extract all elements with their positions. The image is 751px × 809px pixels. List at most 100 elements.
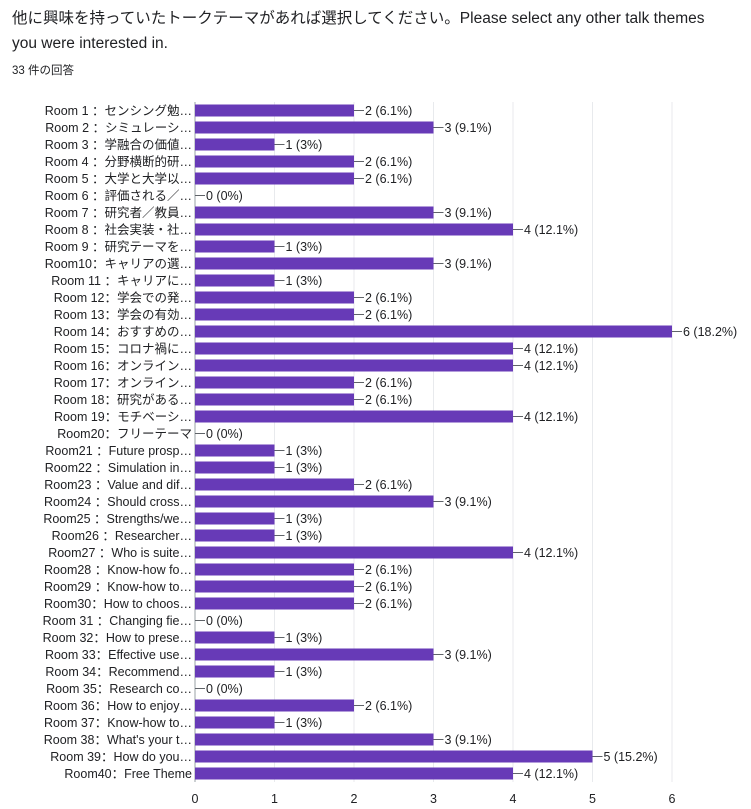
category-label: Room 19：モチベーシ… bbox=[54, 410, 192, 424]
data-label: 0 (0%) bbox=[206, 614, 243, 628]
data-label: 2 (6.1%) bbox=[365, 478, 412, 492]
data-label: 3 (9.1%) bbox=[445, 206, 492, 220]
bar bbox=[195, 291, 354, 304]
data-label: 3 (9.1%) bbox=[445, 121, 492, 135]
category-label: Room27 ：Who is suite… bbox=[48, 546, 192, 560]
x-tick-label: 6 bbox=[669, 792, 676, 806]
response-count: 33 件の回答 bbox=[12, 65, 74, 77]
bar bbox=[195, 410, 513, 423]
bar bbox=[195, 206, 434, 219]
category-label: Room 7 ：研究者／教員… bbox=[45, 205, 192, 220]
bar bbox=[195, 563, 354, 576]
category-label: Room 35：Research co… bbox=[46, 682, 192, 696]
category-label: Room 5 ：大学と大学以… bbox=[45, 171, 192, 186]
category-label: Room 17：オンライン… bbox=[54, 376, 192, 390]
bar bbox=[195, 478, 354, 491]
data-label: 0 (0%) bbox=[206, 427, 243, 441]
category-label: Room 9 ：研究テーマを… bbox=[45, 239, 192, 254]
data-label: 2 (6.1%) bbox=[365, 699, 412, 713]
bar bbox=[195, 733, 434, 746]
category-label: Room 32：How to prese… bbox=[43, 631, 192, 645]
data-label: 4 (12.1%) bbox=[524, 359, 578, 373]
bar bbox=[195, 648, 434, 661]
data-label: 4 (12.1%) bbox=[524, 410, 578, 424]
bar bbox=[195, 138, 275, 151]
bar bbox=[195, 546, 513, 559]
category-label: Room 8 ：社会実装・社… bbox=[45, 222, 192, 237]
bar bbox=[195, 767, 513, 780]
category-label: Room 6 ：評価される／… bbox=[45, 188, 192, 203]
category-label: Room 39：How do you… bbox=[50, 750, 192, 764]
category-label: Room 4 ：分野横断的研… bbox=[45, 154, 192, 169]
category-label: Room 2 ：シミュレーシ… bbox=[45, 121, 192, 135]
data-label: 4 (12.1%) bbox=[524, 546, 578, 560]
data-label: 2 (6.1%) bbox=[365, 308, 412, 322]
data-label: 4 (12.1%) bbox=[524, 223, 578, 237]
bar bbox=[195, 580, 354, 593]
bar bbox=[195, 444, 275, 457]
bar bbox=[195, 699, 354, 712]
bar bbox=[195, 376, 354, 389]
data-label: 1 (3%) bbox=[286, 716, 323, 730]
bar bbox=[195, 529, 275, 542]
bar bbox=[195, 461, 275, 474]
category-label: Room 11 ：キャリアに… bbox=[51, 274, 192, 288]
data-label: 1 (3%) bbox=[286, 529, 323, 543]
data-label: 1 (3%) bbox=[286, 274, 323, 288]
question-title: 他に興味を持っていたトークテーマがあれば選択してください。Please sele… bbox=[12, 10, 705, 52]
data-label: 3 (9.1%) bbox=[445, 257, 492, 271]
data-label: 4 (12.1%) bbox=[524, 767, 578, 781]
category-label: Room24 ：Should cross… bbox=[44, 495, 192, 509]
bar bbox=[195, 172, 354, 185]
bar bbox=[195, 359, 513, 372]
bar bbox=[195, 716, 275, 729]
x-tick-label: 5 bbox=[589, 792, 596, 806]
bar bbox=[195, 325, 672, 338]
x-tick-label: 0 bbox=[192, 792, 199, 806]
category-label: Room 3 ：学融合の価値… bbox=[45, 137, 192, 152]
bar bbox=[195, 512, 275, 525]
bar bbox=[195, 393, 354, 406]
category-label: Room 37：Know-how to… bbox=[44, 716, 192, 730]
data-label: 2 (6.1%) bbox=[365, 563, 412, 577]
category-label: Room20：フリーテーマ bbox=[57, 427, 192, 441]
bar bbox=[195, 665, 275, 678]
x-tick-label: 4 bbox=[510, 792, 517, 806]
bar bbox=[195, 155, 354, 168]
category-label: Room21 ：Future prosp… bbox=[45, 444, 192, 458]
data-label: 1 (3%) bbox=[286, 631, 323, 645]
bar bbox=[195, 223, 513, 236]
data-label: 3 (9.1%) bbox=[445, 495, 492, 509]
bar bbox=[195, 257, 434, 270]
category-label: Room 12：学会での発… bbox=[54, 290, 192, 305]
category-label: Room30：How to choos… bbox=[44, 597, 192, 611]
bar bbox=[195, 274, 275, 287]
data-label: 3 (9.1%) bbox=[445, 648, 492, 662]
data-label: 2 (6.1%) bbox=[365, 580, 412, 594]
data-label: 1 (3%) bbox=[286, 512, 323, 526]
category-label: Room28 ：Know-how fo… bbox=[44, 563, 192, 577]
data-label: 1 (3%) bbox=[286, 665, 323, 679]
bar bbox=[195, 597, 354, 610]
x-tick-label: 3 bbox=[430, 792, 437, 806]
bar bbox=[195, 308, 354, 321]
category-label: Room29 ：Know-how to… bbox=[44, 580, 192, 594]
data-label: 2 (6.1%) bbox=[365, 291, 412, 305]
category-label: Room 31 ：Changing fie… bbox=[43, 614, 192, 628]
category-label: Room 18：研究がある… bbox=[54, 392, 192, 407]
data-label: 5 (15.2%) bbox=[604, 750, 658, 764]
category-label: Room23 ：Value and dif… bbox=[44, 478, 192, 492]
data-label: 2 (6.1%) bbox=[365, 172, 412, 186]
data-label: 1 (3%) bbox=[286, 461, 323, 475]
category-label: Room 38：What's your t… bbox=[44, 733, 192, 747]
bar bbox=[195, 750, 593, 763]
data-label: 2 (6.1%) bbox=[365, 155, 412, 169]
bar bbox=[195, 240, 275, 253]
category-label: Room 33：Effective use… bbox=[45, 648, 192, 662]
data-label: 2 (6.1%) bbox=[365, 104, 412, 118]
category-label: Room 36：How to enjoy… bbox=[44, 699, 192, 713]
bar bbox=[195, 121, 434, 134]
bar bbox=[195, 495, 434, 508]
category-label: Room 15：コロナ禍に… bbox=[54, 341, 192, 356]
